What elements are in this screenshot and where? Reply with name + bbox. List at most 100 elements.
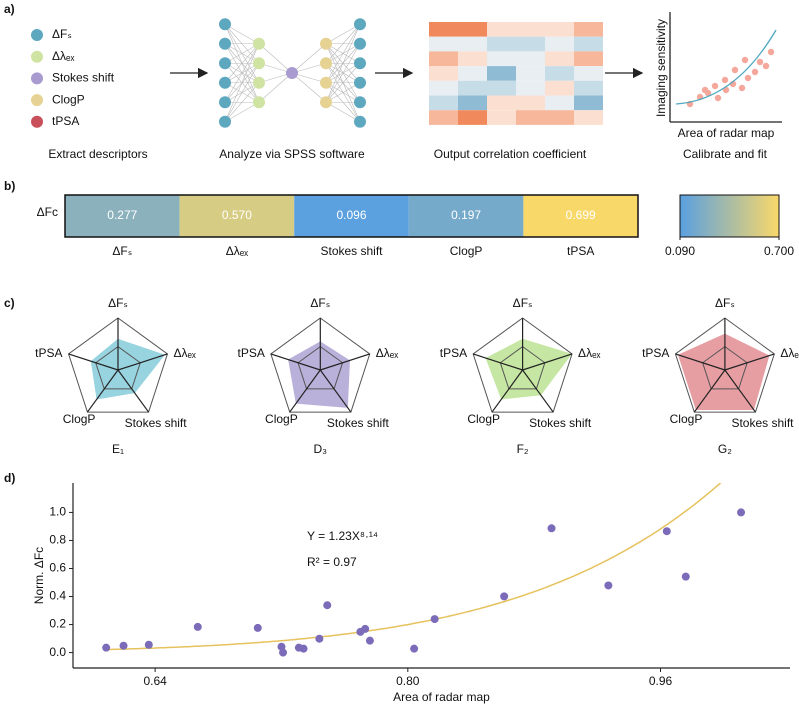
axis-label: ΔFₛ: [310, 296, 330, 310]
axis-label: ΔFₛ: [108, 296, 128, 310]
matrix-cell: [429, 66, 458, 81]
matrix-cell: [574, 36, 603, 52]
radar-spoke: [693, 369, 726, 413]
network-edge: [325, 101, 361, 123]
radar-spoke: [522, 369, 554, 413]
legend-marker: [31, 115, 43, 128]
network-edge: [325, 24, 361, 64]
heatmap-cell: [179, 195, 295, 237]
matrix-cell: [458, 95, 487, 111]
x-tick-label: ΔFₛ: [112, 244, 132, 258]
network-edge: [224, 63, 260, 122]
legend-label: ClogP: [52, 92, 85, 106]
point: [681, 572, 690, 581]
radar-grid: [67, 317, 169, 413]
matrix-cell: [574, 22, 603, 37]
axis-label: Stokes shift: [327, 416, 390, 430]
fit-curve: [106, 483, 722, 651]
network-node: [354, 18, 366, 31]
radar-title: G₂: [718, 442, 732, 456]
radar-grid: [472, 317, 573, 413]
inset-y-label: Imaging sensitivity: [654, 19, 668, 117]
x-tick-label: 0.80: [396, 674, 420, 688]
inset-point: [756, 58, 764, 66]
network-edge: [325, 82, 361, 103]
matrix-cell: [545, 36, 574, 52]
step-label: Extract descriptors: [48, 147, 147, 161]
axis-label: ΔFₛ: [513, 296, 533, 310]
legend-label: ΔFₛ: [52, 27, 72, 41]
network-edge: [291, 72, 327, 103]
network-edge: [325, 23, 361, 45]
x-axis-label: Area of radar map: [393, 690, 490, 704]
matrix-cell: [516, 36, 545, 52]
axis-label: ClogP: [265, 412, 298, 426]
matrix-cell: [574, 80, 603, 96]
network-edge: [258, 43, 293, 74]
y-tick-label: 1.0: [49, 505, 66, 519]
x-tick-label: tPSA: [567, 244, 594, 258]
radar-area: [90, 338, 165, 400]
value-label: 0.197: [451, 208, 481, 222]
point: [430, 615, 439, 624]
step-label: Analyze via SPSS software: [219, 147, 365, 161]
axis-label: ΔFₛ: [715, 296, 735, 310]
inset-point: [701, 86, 709, 94]
matrix-cell: [429, 22, 458, 37]
legend-marker: [31, 94, 43, 107]
heatmap-frame: [64, 194, 639, 238]
legend-marker: [31, 72, 43, 85]
radar-grid: [499, 345, 546, 390]
y-axis-label: Norm. ΔFc: [32, 547, 46, 604]
network-node: [219, 18, 231, 31]
y-tick-label: 0.4: [49, 589, 66, 603]
radar-spoke: [86, 369, 119, 413]
matrix-cell: [429, 80, 458, 96]
point: [253, 623, 262, 632]
network-node: [320, 96, 332, 109]
radar-spoke: [675, 353, 726, 371]
radar-title: F₂: [517, 442, 529, 456]
network-node: [219, 96, 231, 109]
radar-spoke: [491, 369, 524, 413]
matrix-cell: [487, 51, 516, 67]
step-label: Output correlation coefficient: [434, 147, 587, 161]
network-node: [253, 57, 265, 70]
point: [315, 634, 324, 643]
point: [299, 644, 308, 653]
axis-label: ClogP: [467, 412, 500, 426]
heatmap-cell: [408, 195, 524, 237]
inset-point: [711, 82, 719, 90]
matrix-cell: [516, 22, 545, 37]
panel-label: c): [4, 296, 15, 310]
point: [144, 640, 153, 649]
radar-spoke: [724, 369, 756, 413]
radar-area: [485, 338, 573, 400]
matrix-cell: [516, 95, 545, 111]
axis-label: tPSA: [237, 346, 264, 360]
point: [500, 592, 509, 601]
matrix-cell: [458, 22, 487, 37]
point: [604, 581, 613, 590]
network-node: [286, 67, 298, 79]
radar-spoke: [724, 353, 775, 371]
inset-point: [744, 74, 752, 82]
inset-fit: [675, 29, 777, 105]
matrix-cell: [429, 110, 458, 125]
axis-label: tPSA: [35, 346, 62, 360]
point: [410, 644, 419, 653]
matrix-cell: [487, 66, 516, 81]
legend-label: Stokes shift: [52, 71, 115, 85]
heatmap-cell: [523, 195, 638, 237]
legend-marker: [31, 50, 43, 63]
matrix-cell: [487, 36, 516, 52]
radar-spoke: [117, 369, 150, 413]
radar-title: E₁: [112, 442, 124, 456]
matrix-cell: [574, 51, 603, 67]
network-node: [320, 76, 332, 89]
network-node: [253, 96, 265, 109]
x-tick-label: Δλₑₓ: [226, 244, 248, 258]
panel-label: d): [4, 471, 15, 485]
network-edge: [224, 101, 260, 123]
x-tick-label: 0.96: [649, 674, 673, 688]
